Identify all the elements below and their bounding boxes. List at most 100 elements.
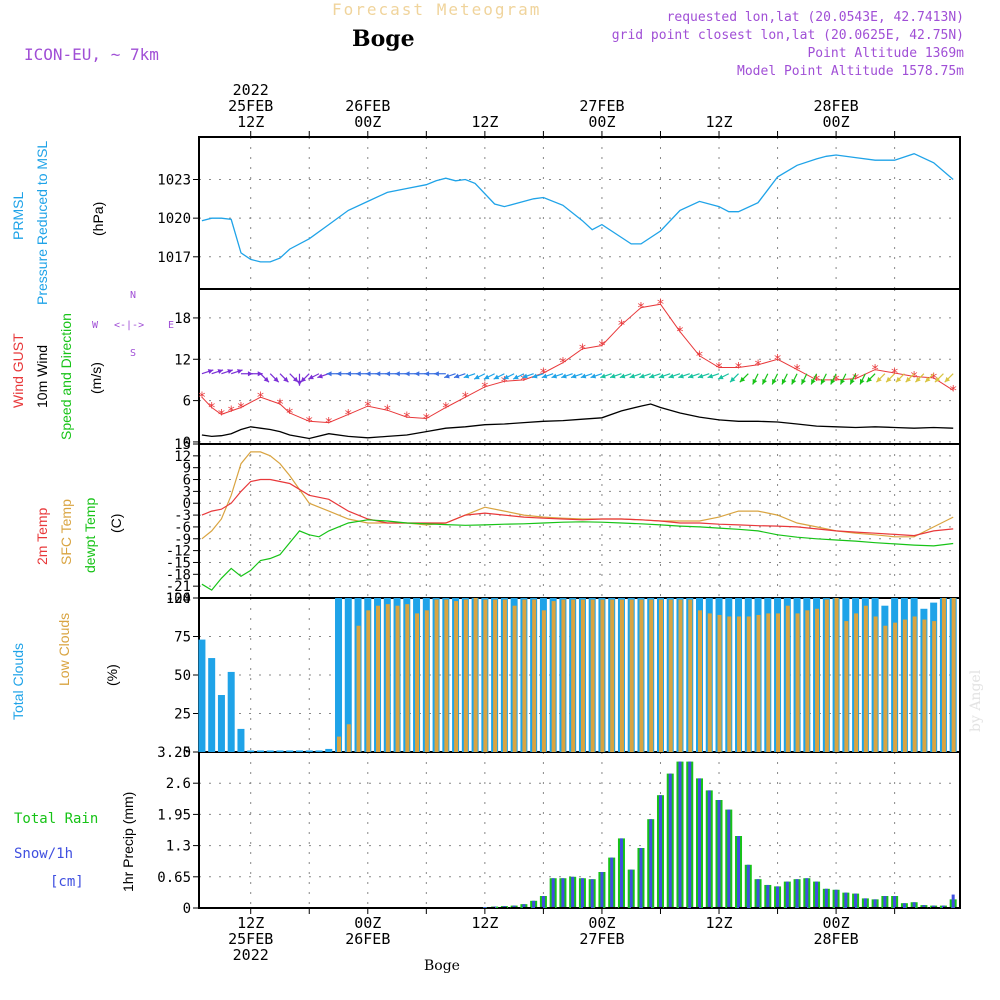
compass-s: S <box>130 348 137 359</box>
snow-bar <box>698 778 702 908</box>
low-cloud-bar <box>502 599 507 752</box>
low-cloud-bar <box>698 610 703 752</box>
wind-vector-head <box>762 378 767 385</box>
wind-vector-head <box>317 373 323 379</box>
low-cloud-bar <box>854 613 859 752</box>
wind-vector-head <box>811 378 816 385</box>
snow-bar <box>707 790 711 908</box>
low-cloud-bar <box>454 601 459 752</box>
snow-bar <box>541 896 545 908</box>
low-cloud-bar <box>415 613 420 752</box>
snow-bar <box>561 878 565 908</box>
meteogram-title: Forecast Meteogram <box>332 0 542 19</box>
y-tick-label: 12 <box>174 352 191 368</box>
low-cloud-bar <box>902 619 907 752</box>
y-tick-label: 2.6 <box>166 776 191 792</box>
snow-bar <box>805 878 809 908</box>
snow-bar <box>571 876 575 908</box>
gust-marker: * <box>949 383 957 399</box>
low-cloud-bar <box>366 610 371 752</box>
low-cloud-bar <box>785 605 790 752</box>
low-cloud-bar <box>493 599 498 752</box>
low-cloud-bar <box>629 599 634 752</box>
low-cloud-bar <box>385 604 390 752</box>
gridpoint-coords: grid point closest lon,lat (20.0625E, 42… <box>611 28 964 43</box>
model-altitude: Model Point Altitude 1578.75m <box>737 64 964 79</box>
wind-vector-head <box>217 369 224 374</box>
y-tick-label: 0 <box>183 435 191 451</box>
wind-vector-head <box>503 374 509 380</box>
gust-marker: * <box>656 297 664 313</box>
x-tick-label-top: 00Z <box>823 113 850 131</box>
snow-bar <box>883 896 887 908</box>
snow-bar <box>737 836 741 908</box>
x-tick-label-top: 00Z <box>588 113 615 131</box>
x-tick-label-top: 12Z <box>471 113 498 131</box>
snow-bar <box>658 795 662 908</box>
wind-vector-head <box>257 371 263 377</box>
wind-vector-head <box>781 378 787 385</box>
precip-label-snow: Snow/1h <box>14 846 74 862</box>
low-cloud-bar <box>463 599 468 752</box>
y-tick-label: -18 <box>166 567 191 583</box>
wind-vector-head <box>247 371 253 377</box>
snow-bar <box>746 864 750 908</box>
low-cloud-bar <box>805 610 810 752</box>
low-cloud-bar <box>912 616 917 752</box>
snow-bar <box>522 904 526 908</box>
wind-vector-head <box>404 371 410 377</box>
low-cloud-bar <box>776 613 781 752</box>
compass-n: N <box>130 290 137 301</box>
x-tick-label-bottom: 2022 <box>233 946 269 964</box>
wind-vector-head <box>658 373 665 379</box>
temp2m-line <box>201 478 954 537</box>
y-tick-label: 9 <box>183 461 191 477</box>
gust-marker: * <box>695 349 703 365</box>
wind-vector-head <box>944 376 950 383</box>
y-tick-label: 50 <box>174 668 191 684</box>
low-cloud-bar <box>932 621 937 752</box>
low-cloud-bar <box>356 625 361 752</box>
low-cloud-bar <box>717 614 722 752</box>
gust-marker: * <box>227 404 235 420</box>
y-tick-label: -24 <box>166 591 191 607</box>
snow-bar <box>893 896 897 908</box>
point-altitude: Point Altitude 1369m <box>807 46 964 61</box>
gust-line <box>201 303 954 424</box>
wind-vector-head <box>308 374 314 380</box>
snow-bar <box>873 899 877 908</box>
x-tick-label-bottom: 28FEB <box>814 930 859 948</box>
low-cloud-bar <box>405 604 410 752</box>
snow-bar <box>785 881 789 908</box>
station-name: Boge <box>352 26 415 52</box>
wind-vector-head <box>730 376 736 383</box>
compass-w: W <box>92 320 99 331</box>
footer-station: Boge <box>424 958 460 974</box>
wind-vector-head <box>905 376 911 383</box>
y-tick-label: 15 <box>174 437 191 453</box>
gust-marker: * <box>734 361 742 377</box>
snow-bar <box>863 898 867 908</box>
low-cloud-bar <box>444 599 449 752</box>
x-tick-label-bottom: 26FEB <box>345 930 390 948</box>
y-tick-label: 25 <box>174 707 191 723</box>
snow-bar <box>639 848 643 908</box>
y-tick-label: 1020 <box>157 211 191 227</box>
y-tick-label: 1.95 <box>157 807 191 823</box>
pressure-line <box>201 153 954 263</box>
y-tick-label: 3.25 <box>157 745 191 761</box>
low-cloud-bar <box>610 599 615 752</box>
wind-vector-head <box>619 373 626 379</box>
wind-vector-head <box>840 378 845 385</box>
wind-vector-head <box>668 373 675 379</box>
wind-vector-head <box>791 378 797 385</box>
y-tick-label: 0 <box>183 496 191 512</box>
low-cloud-bar <box>658 599 663 752</box>
snow-bar <box>756 879 760 908</box>
low-cloud-bar <box>541 610 546 752</box>
y-tick-label: 18 <box>174 311 191 327</box>
low-cloud-bar <box>424 610 429 752</box>
low-cloud-bar <box>512 605 517 752</box>
x-tick-label-top: 26FEB <box>345 97 390 115</box>
snow-bar <box>688 761 692 908</box>
